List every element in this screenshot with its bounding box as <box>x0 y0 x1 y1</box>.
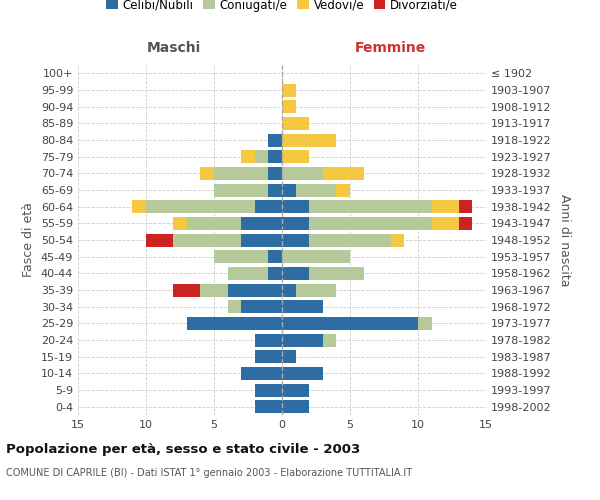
Bar <box>296 184 337 196</box>
Bar <box>200 167 214 180</box>
Bar <box>241 367 282 380</box>
Bar <box>282 334 323 346</box>
Bar <box>227 284 282 296</box>
Bar <box>282 117 309 130</box>
Bar <box>296 284 337 296</box>
Text: Maschi: Maschi <box>147 41 201 55</box>
Bar <box>431 217 459 230</box>
Bar <box>173 234 241 246</box>
Bar <box>241 234 282 246</box>
Bar <box>255 334 282 346</box>
Bar <box>282 200 309 213</box>
Bar <box>268 167 282 180</box>
Bar <box>282 367 323 380</box>
Bar <box>282 400 309 413</box>
Bar <box>255 384 282 396</box>
Bar <box>459 217 472 230</box>
Bar <box>282 134 337 146</box>
Bar <box>187 217 241 230</box>
Bar <box>227 300 241 313</box>
Bar <box>241 150 255 163</box>
Bar <box>282 384 309 396</box>
Bar <box>459 200 472 213</box>
Bar <box>323 334 337 346</box>
Bar <box>187 317 282 330</box>
Bar <box>391 234 404 246</box>
Bar <box>282 300 323 313</box>
Bar <box>255 400 282 413</box>
Bar <box>241 300 282 313</box>
Bar <box>282 250 350 263</box>
Bar <box>282 100 296 113</box>
Bar <box>309 234 391 246</box>
Bar <box>268 184 282 196</box>
Bar <box>255 350 282 363</box>
Bar <box>282 217 309 230</box>
Bar <box>282 317 418 330</box>
Y-axis label: Fasce di età: Fasce di età <box>22 202 35 278</box>
Bar <box>214 184 268 196</box>
Bar <box>282 350 296 363</box>
Bar <box>309 200 431 213</box>
Text: COMUNE DI CAPRILE (BI) - Dati ISTAT 1° gennaio 2003 - Elaborazione TUTTITALIA.IT: COMUNE DI CAPRILE (BI) - Dati ISTAT 1° g… <box>6 468 412 477</box>
Bar <box>309 267 364 280</box>
Bar <box>227 267 268 280</box>
Bar <box>214 250 268 263</box>
Bar <box>133 200 146 213</box>
Bar <box>282 184 296 196</box>
Bar <box>282 284 296 296</box>
Bar <box>337 184 350 196</box>
Bar <box>268 134 282 146</box>
Bar <box>418 317 431 330</box>
Bar <box>282 234 309 246</box>
Text: Popolazione per età, sesso e stato civile - 2003: Popolazione per età, sesso e stato civil… <box>6 442 360 456</box>
Bar <box>282 84 296 96</box>
Bar <box>241 217 282 230</box>
Bar <box>282 167 323 180</box>
Bar <box>173 284 200 296</box>
Bar <box>173 217 187 230</box>
Bar <box>255 150 268 163</box>
Bar <box>323 167 364 180</box>
Y-axis label: Anni di nascita: Anni di nascita <box>558 194 571 286</box>
Bar <box>268 150 282 163</box>
Bar <box>214 167 268 180</box>
Bar <box>282 267 309 280</box>
Text: Femmine: Femmine <box>355 41 425 55</box>
Bar <box>200 284 227 296</box>
Bar <box>309 217 431 230</box>
Bar <box>282 150 309 163</box>
Bar <box>146 200 255 213</box>
Bar <box>146 234 173 246</box>
Bar <box>268 250 282 263</box>
Bar <box>431 200 459 213</box>
Bar <box>268 267 282 280</box>
Legend: Celibi/Nubili, Coniugati/e, Vedovi/e, Divorziati/e: Celibi/Nubili, Coniugati/e, Vedovi/e, Di… <box>101 0 463 16</box>
Bar <box>255 200 282 213</box>
